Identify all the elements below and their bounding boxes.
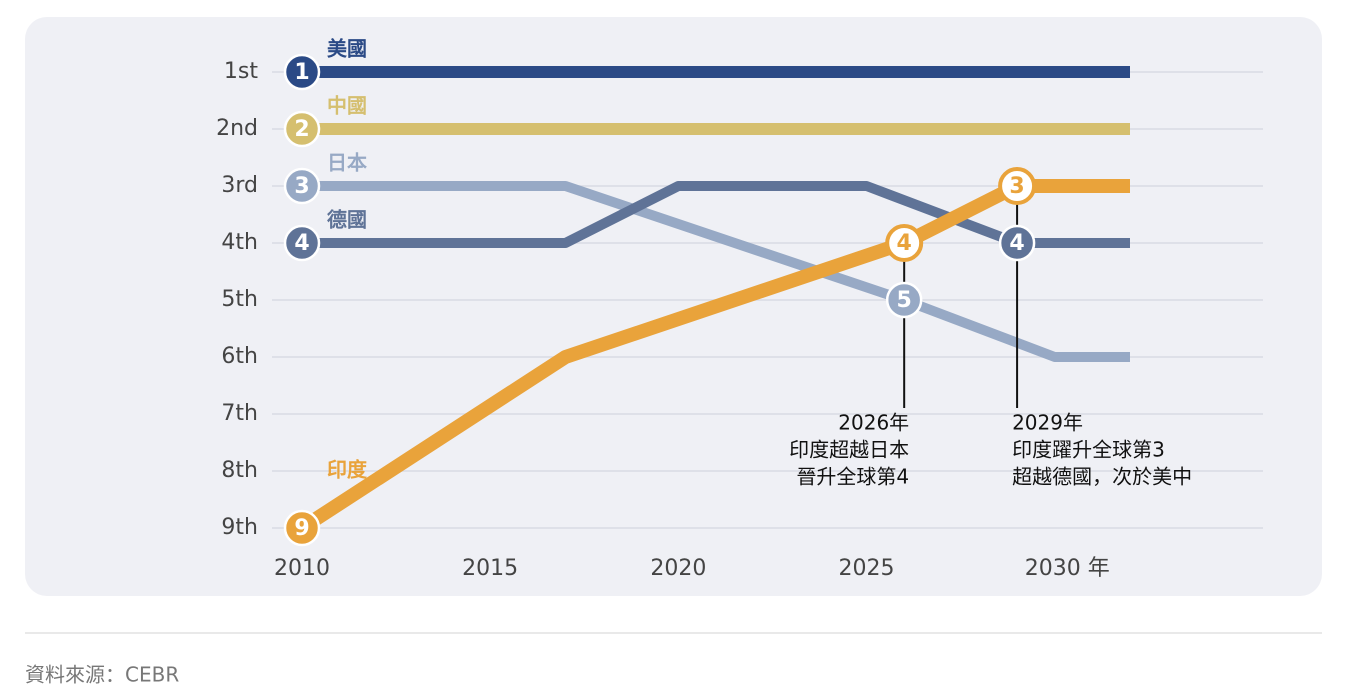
series-label: 德國 (327, 208, 367, 232)
x-tick-label: 2020 (650, 556, 706, 581)
rank-marker-label: 9 (294, 516, 309, 541)
rank-marker (998, 224, 1036, 262)
y-tick-label: 5th (221, 287, 258, 312)
rank-marker (283, 167, 321, 205)
rank-marker (283, 509, 321, 547)
rank-marker (283, 53, 321, 91)
x-tick-label: 2025 (839, 556, 895, 581)
series-line (302, 181, 1130, 248)
y-tick-label: 8th (221, 458, 258, 483)
x-tick-label: 2030 年 (1025, 556, 1110, 581)
rank-marker-label: 4 (294, 231, 309, 256)
rank-marker (283, 110, 321, 148)
y-tick-label: 4th (221, 230, 258, 255)
rank-marker-label: 1 (294, 60, 309, 85)
series-label: 中國 (327, 94, 367, 118)
annotation-text: 2029年 (1012, 411, 1083, 435)
rank-marker (998, 167, 1037, 205)
rank-marker (885, 224, 924, 262)
rank-marker-label: 5 (897, 288, 912, 313)
rank-marker-label: 2 (294, 117, 309, 142)
y-tick-label: 2nd (216, 116, 258, 141)
y-tick-label: 9th (221, 515, 258, 540)
series-label: 美國 (327, 37, 367, 61)
series-label: 印度 (327, 458, 368, 482)
y-tick-label: 6th (221, 344, 258, 369)
source: 資料來源：CEBR (25, 663, 179, 687)
y-tick-label: 7th (221, 401, 258, 426)
rank-marker-label: 4 (1009, 231, 1024, 256)
annotation-text: 晉升全球第4 (796, 465, 909, 489)
rank-marker (283, 224, 321, 262)
y-tick-label: 3rd (221, 173, 258, 198)
rank-marker-label: 3 (1009, 174, 1024, 199)
annotation-text: 印度超越日本 (789, 438, 909, 462)
chart-panel (25, 17, 1322, 596)
rank-marker-label: 3 (294, 174, 309, 199)
annotation-text: 超越德國，次於美中 (1012, 465, 1192, 489)
rank-marker (885, 281, 923, 319)
y-tick-label: 1st (224, 59, 258, 84)
x-tick-label: 2010 (274, 556, 330, 581)
rank-marker-label: 4 (897, 231, 912, 256)
series-label: 日本 (327, 151, 367, 175)
annotation-text: 印度躍升全球第3 (1012, 438, 1165, 462)
x-tick-label: 2015 (462, 556, 518, 581)
annotation-text: 2026年 (838, 411, 909, 435)
